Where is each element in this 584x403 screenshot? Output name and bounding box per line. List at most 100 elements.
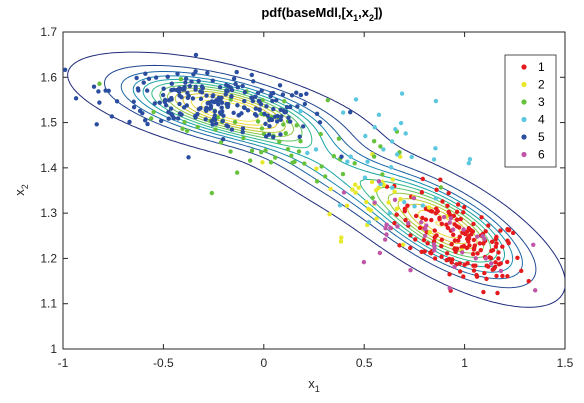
y-tick-label: 1.5 <box>40 116 57 130</box>
point-series-3 <box>325 97 331 103</box>
point-series-2 <box>386 200 391 205</box>
point-series-5 <box>301 124 306 129</box>
y-tick-label: 1.1 <box>40 297 57 311</box>
point-series-6 <box>422 233 428 238</box>
point-series-6 <box>441 214 447 220</box>
point-series-5 <box>226 83 231 89</box>
legend-label-4: 4 <box>538 113 545 127</box>
point-series-3 <box>180 126 185 131</box>
point-series-6 <box>461 227 466 232</box>
point-series-5 <box>161 86 166 91</box>
point-series-5 <box>213 121 219 126</box>
point-series-1 <box>419 190 425 195</box>
point-series-5 <box>141 80 146 85</box>
x-tick-label: 1 <box>461 356 468 370</box>
point-series-6 <box>384 222 389 227</box>
point-series-1 <box>468 227 473 233</box>
point-series-1 <box>490 247 496 253</box>
point-series-1 <box>402 206 408 211</box>
point-series-1 <box>455 202 461 207</box>
point-series-3 <box>294 123 299 128</box>
point-series-3 <box>438 185 444 190</box>
point-series-3 <box>218 140 224 145</box>
point-series-5 <box>189 79 194 84</box>
point-series-5 <box>91 84 97 89</box>
point-series-5 <box>208 105 214 111</box>
point-series-4 <box>389 185 395 190</box>
point-series-5 <box>278 132 283 137</box>
point-series-1 <box>439 243 444 249</box>
point-series-5 <box>204 93 209 98</box>
point-series-4 <box>353 97 359 102</box>
point-series-5 <box>73 96 79 101</box>
point-series-1 <box>481 289 486 295</box>
point-series-6 <box>532 288 538 293</box>
point-series-6 <box>447 220 452 225</box>
legend-marker-6 <box>521 151 527 158</box>
point-series-1 <box>408 233 413 238</box>
point-series-2 <box>369 179 375 185</box>
point-series-3 <box>209 190 215 196</box>
point-series-1 <box>457 261 463 266</box>
point-series-5 <box>348 109 353 115</box>
point-series-4 <box>313 147 319 152</box>
point-series-2 <box>401 242 406 247</box>
point-series-5 <box>298 92 304 98</box>
point-series-2 <box>398 154 403 159</box>
point-series-5 <box>278 117 283 123</box>
point-series-4 <box>305 150 310 156</box>
point-series-5 <box>186 155 191 160</box>
legend-marker-3 <box>521 99 527 105</box>
point-series-4 <box>433 98 439 104</box>
point-series-1 <box>464 236 470 242</box>
point-series-6 <box>448 216 454 221</box>
point-series-5 <box>96 89 101 94</box>
chart-title: pdf(baseMdl,[x1,x2]) <box>261 5 382 23</box>
point-series-4 <box>363 133 368 139</box>
point-series-5 <box>235 103 240 108</box>
point-series-2 <box>427 229 433 235</box>
point-series-1 <box>446 190 451 196</box>
point-series-5 <box>193 69 198 74</box>
point-series-1 <box>408 245 413 251</box>
point-series-3 <box>282 99 287 104</box>
point-series-5 <box>262 111 267 117</box>
y-tick-label: 1.4 <box>40 161 57 175</box>
contour-level-4 <box>132 75 514 273</box>
point-series-1 <box>457 234 462 239</box>
point-series-5 <box>225 101 231 107</box>
point-series-3 <box>289 153 294 158</box>
point-series-5 <box>274 119 280 124</box>
point-series-1 <box>452 238 458 243</box>
point-series-1 <box>495 290 500 296</box>
point-series-5 <box>144 88 150 93</box>
point-series-5 <box>269 117 275 123</box>
point-series-1 <box>434 206 439 211</box>
point-series-3 <box>241 135 246 141</box>
point-series-5 <box>210 78 215 83</box>
point-series-5 <box>255 90 261 96</box>
point-series-1 <box>494 273 499 279</box>
point-series-5 <box>179 112 184 117</box>
point-series-1 <box>500 273 505 279</box>
point-series-5 <box>184 103 189 108</box>
point-series-4 <box>412 204 417 209</box>
point-series-1 <box>446 209 451 215</box>
point-series-2 <box>364 199 369 205</box>
point-series-6 <box>424 223 429 228</box>
point-series-1 <box>420 176 425 182</box>
point-series-5 <box>166 116 171 121</box>
x-axis-label: x1 <box>308 376 320 394</box>
point-series-5 <box>158 118 164 124</box>
point-series-1 <box>444 251 450 256</box>
point-series-5 <box>259 88 264 93</box>
y-axis-label: x2 <box>12 184 30 196</box>
point-series-1 <box>469 232 474 237</box>
point-series-5 <box>302 101 308 107</box>
point-series-5 <box>240 129 245 135</box>
y-tick-label: 1.2 <box>40 251 57 265</box>
point-series-1 <box>492 264 498 270</box>
point-series-1 <box>445 203 450 208</box>
point-series-4 <box>340 110 346 115</box>
point-series-5 <box>234 69 239 75</box>
